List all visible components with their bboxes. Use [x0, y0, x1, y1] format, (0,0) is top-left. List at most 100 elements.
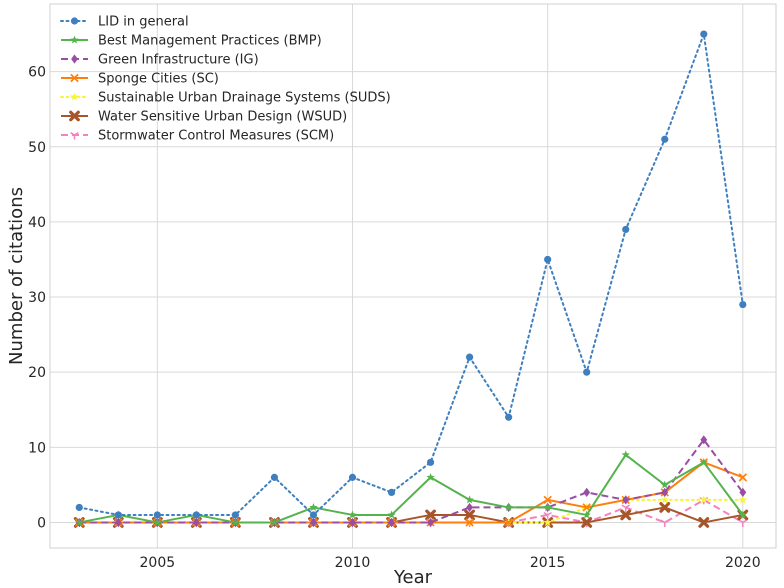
- series-3: [75, 435, 747, 528]
- y-tick-label: 20: [28, 365, 46, 381]
- data-point: [700, 30, 708, 38]
- legend: LID in general Best Management Practices …: [60, 15, 391, 144]
- data-point: [738, 473, 748, 482]
- data-point: [114, 517, 122, 528]
- data-point: [620, 509, 632, 521]
- data-point: [464, 509, 475, 521]
- legend-marker: [69, 110, 80, 122]
- data-point: [114, 511, 122, 519]
- legend-label: Stormwater Control Measures (SCM): [98, 129, 334, 144]
- data-point: [582, 510, 591, 519]
- data-point: [75, 518, 84, 527]
- data-point: [192, 517, 200, 528]
- series-line: [79, 438, 744, 524]
- legend-label: Best Management Practices (BMP): [98, 34, 322, 49]
- data-point: [231, 518, 240, 527]
- legend-item: Stormwater Control Measures (SCM): [61, 129, 334, 144]
- data-point: [583, 368, 591, 376]
- data-point: [543, 495, 552, 505]
- series-1: [75, 30, 747, 519]
- legend-label: Sponge Cities (SC): [98, 72, 219, 87]
- data-point: [270, 518, 279, 527]
- data-point: [504, 518, 513, 527]
- data-point: [505, 413, 513, 421]
- series-group: [73, 30, 749, 528]
- legend-item: Sustainable Urban Drainage Systems (SUDS…: [60, 91, 391, 106]
- data-point: [388, 517, 395, 528]
- legend-label: Sustainable Urban Drainage Systems (SUDS…: [98, 91, 391, 106]
- legend-marker: [70, 73, 79, 83]
- data-point: [621, 504, 631, 512]
- data-point: [544, 255, 552, 264]
- data-point: [660, 495, 669, 504]
- x-axis-ticks: 2005 2010 2015 2020: [140, 555, 761, 571]
- data-point: [309, 511, 318, 519]
- data-point: [504, 503, 513, 511]
- data-point: [738, 510, 748, 519]
- data-point: [231, 511, 240, 519]
- x-tick-label: 2015: [530, 555, 566, 571]
- data-point: [309, 503, 318, 511]
- data-point: [427, 517, 434, 528]
- y-axis-label: Number of citations: [6, 187, 27, 365]
- data-point: [75, 503, 83, 512]
- y-tick-label: 0: [37, 515, 46, 531]
- legend-item: LID in general: [60, 15, 189, 30]
- y-tick-label: 30: [28, 290, 46, 306]
- legend-marker: [70, 17, 79, 25]
- data-point: [698, 517, 710, 528]
- data-point: [466, 502, 473, 513]
- legend-label: Green Infrastructure (IG): [98, 53, 259, 68]
- data-point: [465, 518, 474, 527]
- legend-marker: [70, 92, 79, 101]
- x-axis-label: Year: [393, 567, 433, 588]
- x-tick-label: 2020: [725, 555, 761, 571]
- data-point: [426, 458, 435, 466]
- data-point: [153, 518, 162, 527]
- legend-item: Best Management Practices (BMP): [61, 34, 322, 49]
- data-point: [349, 517, 356, 528]
- legend-marker: [70, 132, 79, 140]
- data-point: [739, 300, 747, 309]
- data-point: [192, 511, 200, 519]
- legend-label: LID in general: [98, 15, 189, 30]
- legend-item: Water Sensitive Urban Design (WSUD): [61, 110, 347, 125]
- data-point: [465, 353, 474, 361]
- data-point: [387, 488, 396, 496]
- data-point: [543, 503, 552, 511]
- x-tick-label: 2010: [335, 555, 371, 571]
- y-tick-label: 60: [28, 65, 46, 81]
- data-point: [739, 487, 747, 497]
- data-point: [543, 518, 552, 527]
- data-point: [426, 472, 435, 481]
- series-line: [79, 461, 744, 524]
- data-point: [622, 225, 630, 234]
- y-tick-label: 40: [28, 215, 46, 231]
- x-tick-label: 2005: [140, 555, 176, 571]
- legend-item: Sponge Cities (SC): [61, 72, 219, 87]
- legend-marker: [71, 54, 78, 64]
- data-point: [621, 450, 630, 459]
- data-point: [622, 495, 630, 505]
- data-point: [348, 510, 357, 519]
- legend-label: Water Sensitive Urban Design (WSUD): [98, 110, 347, 125]
- data-point: [700, 435, 708, 445]
- data-point: [738, 519, 748, 527]
- data-point: [738, 495, 748, 504]
- data-point: [310, 517, 317, 528]
- data-point: [270, 473, 279, 481]
- y-axis-ticks: 0 10 20 30 40 50 60: [28, 65, 46, 532]
- data-point: [660, 480, 669, 489]
- data-point: [465, 495, 474, 504]
- y-tick-label: 50: [28, 140, 46, 156]
- data-point: [659, 502, 671, 513]
- data-point: [660, 519, 670, 527]
- data-point: [661, 487, 669, 497]
- legend-item: Green Infrastructure (IG): [61, 53, 259, 68]
- data-point: [425, 509, 436, 521]
- data-point: [661, 135, 669, 143]
- data-point: [348, 473, 357, 481]
- data-point: [581, 517, 593, 528]
